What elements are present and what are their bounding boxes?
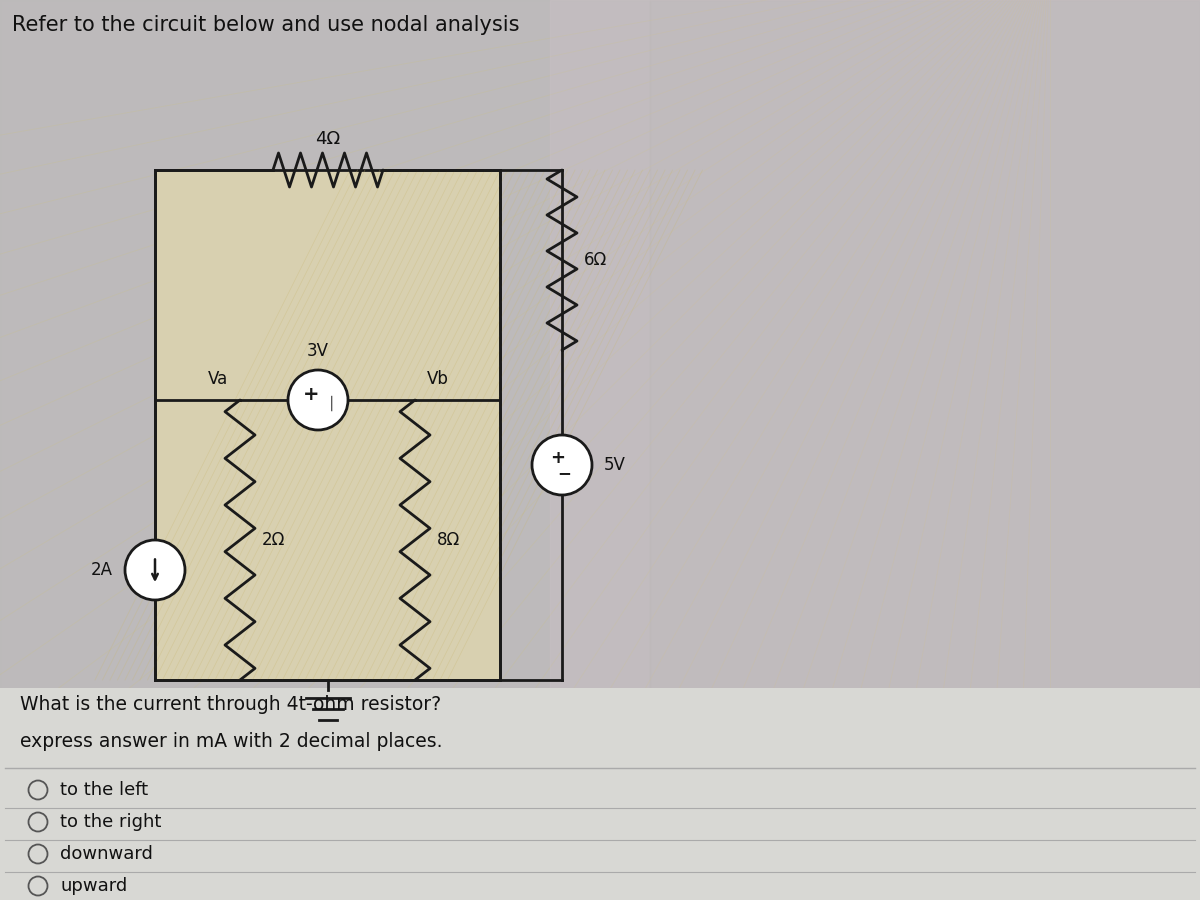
Text: │: │ xyxy=(328,395,335,410)
Text: 3V: 3V xyxy=(307,342,329,360)
Text: express answer in mA with 2 decimal places.: express answer in mA with 2 decimal plac… xyxy=(20,732,443,751)
Text: Refer to the circuit below and use nodal analysis: Refer to the circuit below and use nodal… xyxy=(12,15,520,35)
Text: upward: upward xyxy=(60,877,127,895)
Text: to the right: to the right xyxy=(60,813,161,831)
Circle shape xyxy=(125,540,185,600)
Text: downward: downward xyxy=(60,845,152,863)
Bar xyxy=(0,688,1200,900)
Text: −: − xyxy=(557,464,571,482)
Text: Vb: Vb xyxy=(427,370,449,388)
Text: 6Ω: 6Ω xyxy=(584,251,607,269)
Text: to the left: to the left xyxy=(60,781,148,799)
Text: 5V: 5V xyxy=(604,456,626,474)
Bar xyxy=(155,170,500,680)
Circle shape xyxy=(532,435,592,495)
Text: What is the current through 4t-ohm resistor?: What is the current through 4t-ohm resis… xyxy=(20,695,442,714)
Text: 4Ω: 4Ω xyxy=(316,130,341,148)
Text: Va: Va xyxy=(208,370,228,388)
Text: 2Ω: 2Ω xyxy=(262,531,286,549)
Text: 8Ω: 8Ω xyxy=(437,531,461,549)
Text: +: + xyxy=(551,449,565,467)
Text: 2A: 2A xyxy=(91,561,113,579)
Text: +: + xyxy=(302,384,319,403)
Circle shape xyxy=(288,370,348,430)
